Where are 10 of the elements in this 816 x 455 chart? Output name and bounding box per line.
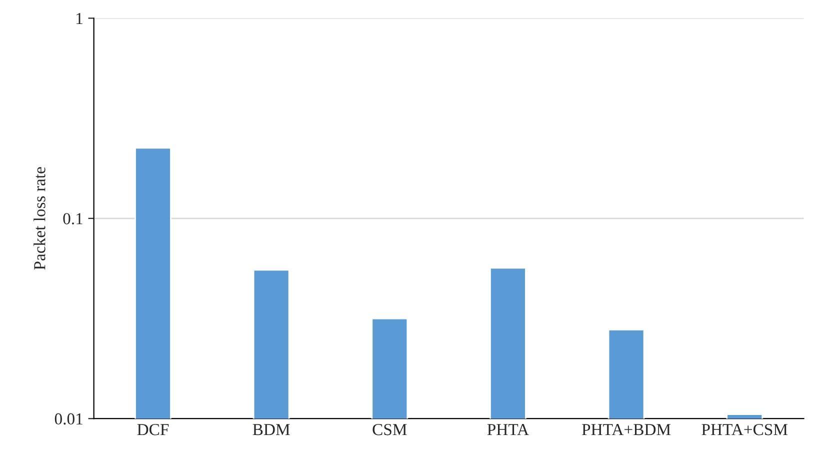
y-tick-label: 0.01: [54, 413, 82, 425]
y-tick-label: 1: [76, 12, 82, 24]
y-tick-label: 0.1: [63, 213, 82, 224]
x-tick-label: PHTA+BDM: [582, 424, 671, 436]
x-tick-label: BDM: [252, 424, 290, 436]
x-tick-label: PHTA+CSM: [702, 424, 788, 436]
x-tick-label: PHTA: [487, 424, 529, 436]
x-tick-label: CSM: [372, 424, 407, 436]
y-axis-title: Packet loss rate: [34, 167, 46, 270]
x-tick-label: DCF: [137, 424, 169, 436]
